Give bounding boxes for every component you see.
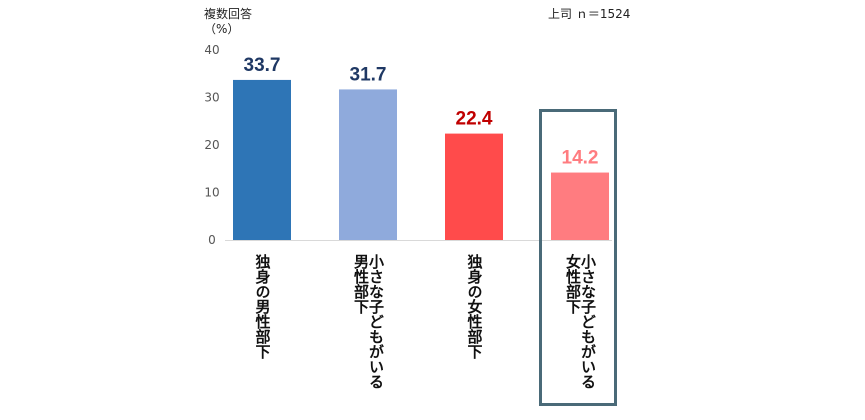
y-axis-title: 複数回答 （%）	[204, 7, 252, 37]
bar	[551, 172, 609, 240]
y-tick-label: 30	[204, 91, 219, 105]
y-axis-title-line-1: 複数回答	[204, 7, 253, 21]
bar	[339, 89, 397, 240]
category-label: 小さな子どもがいる 女性部下	[564, 254, 597, 389]
highlight-frame	[539, 109, 617, 406]
bar-value-label: 33.7	[244, 55, 281, 76]
y-tick-label: 40	[204, 43, 219, 57]
y-tick-label: 10	[204, 186, 219, 200]
bar	[445, 133, 503, 240]
category-label: 独身の女性部下	[465, 254, 484, 359]
category-label: 独身の男性部下	[253, 254, 272, 359]
y-axis-title-line-2: （%）	[204, 22, 240, 36]
bar	[233, 79, 291, 240]
bar-value-label: 22.4	[456, 109, 493, 130]
bar-value-label: 31.7	[350, 64, 387, 85]
sample-note: 上司 ｎ＝1524	[548, 7, 631, 21]
y-tick-label: 20	[204, 138, 219, 152]
y-tick-label: 0	[208, 233, 216, 247]
bar-value-label: 14.2	[562, 148, 599, 169]
category-label: 小さな子どもがいる 男性部下	[352, 254, 385, 389]
